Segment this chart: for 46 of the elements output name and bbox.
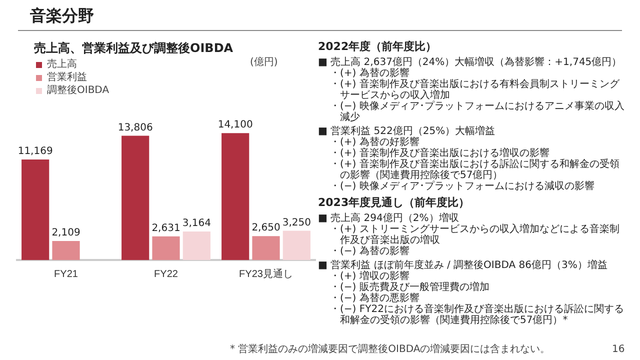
- text: ・(+) 音楽制作及び音楽出版における増収の影響: [329, 148, 550, 159]
- bar: [122, 136, 150, 260]
- chart-subtitle: 売上高、営業利益及び調整後OIBDA: [34, 40, 234, 57]
- bar: [252, 236, 280, 260]
- x-tick-label: FY22: [154, 268, 178, 280]
- data-label: 2,650: [252, 222, 280, 234]
- chart-title: 音楽分野: [30, 6, 94, 27]
- text: ・(+) 増収の影響: [329, 271, 410, 282]
- bar: [52, 241, 80, 260]
- text: ■ 売上高 2,637億円（24%）大幅増収（為替影響：+1,745億円）: [318, 57, 623, 68]
- text: ・(+) 音楽制作及び音楽出版における有料会員制ストリーミングサービスからの収入増加: [329, 79, 620, 101]
- data-label: 3,164: [182, 218, 211, 230]
- text: ・(−) 為替の悪影響: [329, 293, 420, 304]
- data-label: 2,109: [52, 228, 80, 239]
- text: (億円): [250, 56, 278, 69]
- text: ・(+) 為替の影響: [329, 68, 410, 79]
- data-label: 14,100: [218, 120, 253, 131]
- legend-label: 売上高: [47, 58, 77, 71]
- x-tick-label: FY21: [54, 268, 78, 280]
- x-tick-label: FY23見通し: [239, 268, 293, 280]
- text: 16: [612, 344, 625, 355]
- text: ■ 売上高 294億円（2%）増収: [318, 213, 460, 224]
- bar: [182, 232, 210, 260]
- legend-label: 調整後OIBDA: [47, 84, 110, 97]
- text: * 営業利益のみの増減要因で調整後OIBDAの増減要因には含まれない。: [230, 344, 550, 355]
- text: ・(+) ストリーミングサービスからの収入増加などによる音楽制作及び音楽出版の増収: [329, 224, 620, 246]
- data-label: 11,169: [18, 146, 53, 158]
- text: ・(−) FY22における音楽制作及び音楽出版における訴訟に関する和解金の受領の影響（関連費用控除後で57億円）*: [329, 304, 625, 326]
- bar: [22, 159, 50, 260]
- bar: [152, 236, 180, 260]
- text: ・(−) 為替の影響: [329, 246, 410, 257]
- text: ■ 営業利益 522億円（25%）大幅増益: [318, 126, 496, 137]
- data-label: 3,250: [282, 217, 311, 228]
- data-label: 13,806: [118, 122, 153, 134]
- text: ・(−) 販売費及び一般管理費の増加: [329, 282, 490, 293]
- text: ・(+) 音楽制作及び音楽出版における訴訟に関する和解金の受領の影響（関連費用控除後で57億円）: [329, 159, 620, 181]
- text: ・(+) 為替の好影響: [329, 137, 420, 148]
- bar: [282, 230, 310, 260]
- text: ■ 営業利益 ほぼ前年度並み / 調整後OIBDA 86億円（3%）増益: [318, 260, 608, 271]
- legend-label: 営業利益: [47, 71, 87, 84]
- text: 2023年度見通し（前年度比）: [318, 196, 471, 210]
- data-label: 2,631: [152, 222, 180, 234]
- text: ・(−) 映像メディア･プラットフォームにおけるアニメ事業の収入減少: [329, 101, 626, 123]
- text: 2022年度（前年度比）: [318, 40, 438, 54]
- text: ・(−) 映像メディア･プラットフォームにおける減収の影響: [329, 181, 596, 192]
- bar: [222, 133, 250, 260]
